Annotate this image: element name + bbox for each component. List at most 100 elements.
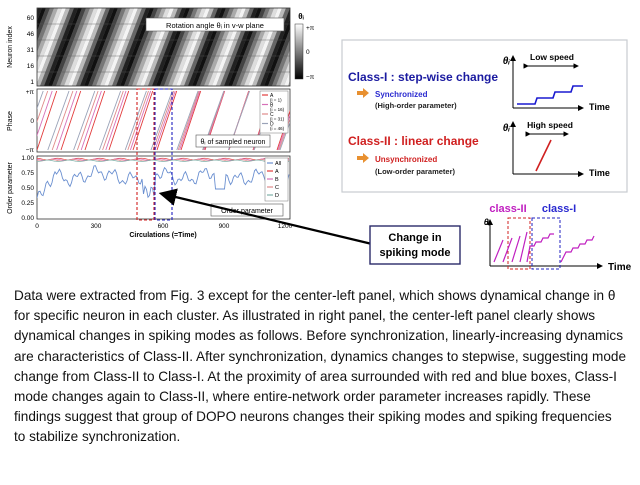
phase-legend-label: C (270, 112, 274, 118)
order-traces (37, 157, 290, 199)
heatmap-stripe (112, 8, 146, 86)
heatmap-ytick: 46 (27, 31, 35, 38)
heatmap-stripe (268, 28, 290, 86)
heatmap-stripe (60, 8, 94, 86)
order-xlabel: Circulations (=Time) (129, 232, 196, 239)
heatmap-ytick: 60 (27, 15, 35, 22)
order-xtick: 1200 (278, 223, 293, 230)
order-trace-all (37, 164, 290, 199)
heatmap-ylabel: Neuron index (7, 26, 14, 68)
order-ylabel: Order parameter (7, 161, 14, 213)
heatmap-stripe (0, 8, 2, 86)
linear-curve (535, 139, 552, 172)
heatmap-stripe (37, 8, 70, 86)
phase-legend: A(i = 1)B(i = 16)C(i = 31)D(i = 46) (259, 90, 289, 134)
callout-line1: Change in (388, 232, 441, 244)
phase-legend-label: B (270, 103, 274, 109)
colorbar (294, 23, 304, 80)
colorbar-tick: +π (306, 25, 315, 32)
heatmap-stripe (288, 80, 290, 86)
colorbar-title: θᵢ (298, 12, 303, 21)
order-ytick: 0.25 (21, 200, 34, 207)
phase-legend-sub: (i = 16) (270, 107, 285, 112)
heatmap-stripe (76, 8, 110, 86)
order-xtick: 300 (91, 223, 102, 230)
mini1-xlabel: Time (589, 102, 610, 112)
phase-legend-sub: (i = 1) (270, 98, 282, 103)
phase-panel: Phase +π 0 −π A(i = 1)B(i = 16)C(i = 31)… (7, 88, 291, 154)
phase-legend-sub: (i = 31) (270, 117, 285, 122)
order-annotation: Order parameter (221, 208, 273, 215)
heatmap-panel: Neuron index 60 46 31 16 1 Rotation angl… (0, 7, 315, 87)
mini2-ylabel: θᵢ (503, 123, 511, 134)
heatmap-stripe (68, 8, 102, 86)
phase-traces (37, 90, 290, 151)
mode-red-box (507, 217, 531, 270)
order-legend-label: B (275, 177, 279, 183)
heatmap-stripe (92, 8, 126, 86)
heatmap-stripe (96, 8, 130, 86)
order-xtick: 900 (219, 223, 230, 230)
phase-ylabel: Phase (7, 111, 14, 131)
phase-legend-label: D (270, 122, 274, 128)
heatmap-stripe (116, 8, 150, 86)
heatmap-stripes (0, 8, 290, 86)
mode-step-trace (526, 233, 554, 263)
heatmap-title: Rotation angle θᵢ in v-w plane (166, 21, 264, 30)
class2-label: class-II (489, 203, 526, 215)
blue-highlight-box (154, 88, 173, 221)
phase-legend-label: A (270, 93, 274, 99)
order-xtick: 600 (158, 223, 169, 230)
order-legend-label: C (275, 185, 279, 191)
class2-title: Class-II : linear change (348, 134, 479, 148)
phase-ytick: −π (26, 147, 35, 154)
mini2-xlabel: Time (589, 168, 610, 178)
heatmap-stripe (88, 8, 122, 86)
order-xtick: 0 (35, 223, 39, 230)
heatmap-ytick: 31 (27, 47, 35, 54)
caption-text: Data were extracted from Fig. 3 except f… (14, 288, 627, 445)
heatmap-stripe (84, 8, 118, 86)
heatmap-stripe (104, 8, 138, 86)
class1-param: (High-order parameter) (375, 101, 457, 110)
class1-state: Synchronized (375, 90, 428, 99)
heatmap-stripe (272, 39, 290, 86)
phase-annotation: θᵢ of sampled neuron (201, 139, 266, 146)
red-highlight-box (136, 88, 155, 221)
heatmap-stripe (56, 8, 90, 86)
heatmap-stripe (100, 8, 134, 86)
figure-canvas: Neuron index 60 46 31 16 1 Rotation angl… (0, 7, 632, 273)
heatmap-stripe (108, 8, 142, 86)
order-ytick: 0.50 (21, 185, 34, 192)
caption: Data were extracted from Fig. 3 except f… (14, 286, 626, 448)
class2-param: (Low-order parameter) (375, 167, 456, 176)
mini1-ylabel: θᵢ (503, 56, 511, 67)
heatmap-stripe (280, 60, 290, 86)
order-trace (37, 157, 290, 161)
heatmap-ytick: 16 (27, 63, 35, 70)
order-trace (37, 159, 290, 162)
class1-label: class-I (542, 203, 576, 215)
colorbar-tick: −π (306, 74, 315, 81)
mode-step-trace (560, 235, 595, 263)
order-legend-label: A (275, 169, 279, 175)
mode-blue-box (531, 217, 561, 270)
mode-change-plot: class-II class-I θᵢ Time (484, 203, 632, 273)
class1-title: Class-I : step-wise change (348, 70, 498, 84)
colorbar-tick: 0 (306, 49, 310, 56)
order-ytick: 1.00 (21, 155, 34, 162)
heatmap-stripe (284, 70, 290, 86)
order-ytick: 0.00 (21, 215, 34, 222)
high-speed-label: High speed (527, 120, 573, 130)
heatmap-stripe (52, 8, 86, 86)
phase-legend-sub: (i = 46) (270, 126, 285, 131)
order-panel: Order parameter 1.00 0.75 0.50 0.25 0.00… (7, 155, 293, 239)
heatmap-stripe (44, 8, 78, 86)
arrow-icon (357, 88, 369, 98)
heatmap-stripe (0, 8, 30, 86)
heatmap-stripe (264, 18, 290, 86)
order-trace (37, 158, 290, 161)
callout-line2: spiking mode (380, 247, 451, 259)
step-curve (517, 85, 583, 105)
